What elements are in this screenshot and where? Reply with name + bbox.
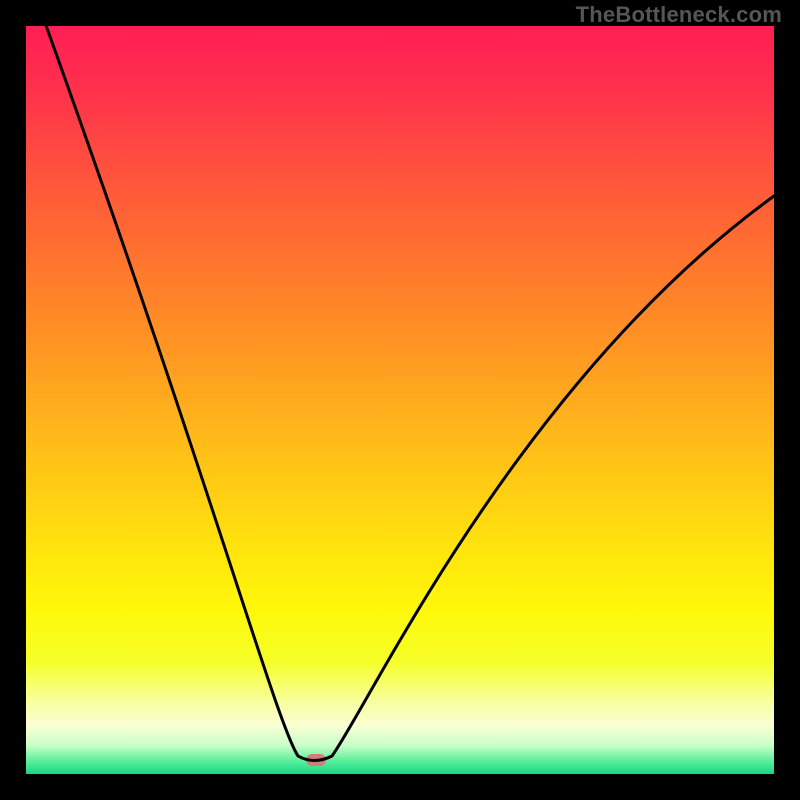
gradient-plot-area — [26, 26, 774, 774]
bottleneck-chart — [0, 0, 800, 800]
chart-container: TheBottleneck.com — [0, 0, 800, 800]
watermark-text: TheBottleneck.com — [576, 2, 782, 28]
